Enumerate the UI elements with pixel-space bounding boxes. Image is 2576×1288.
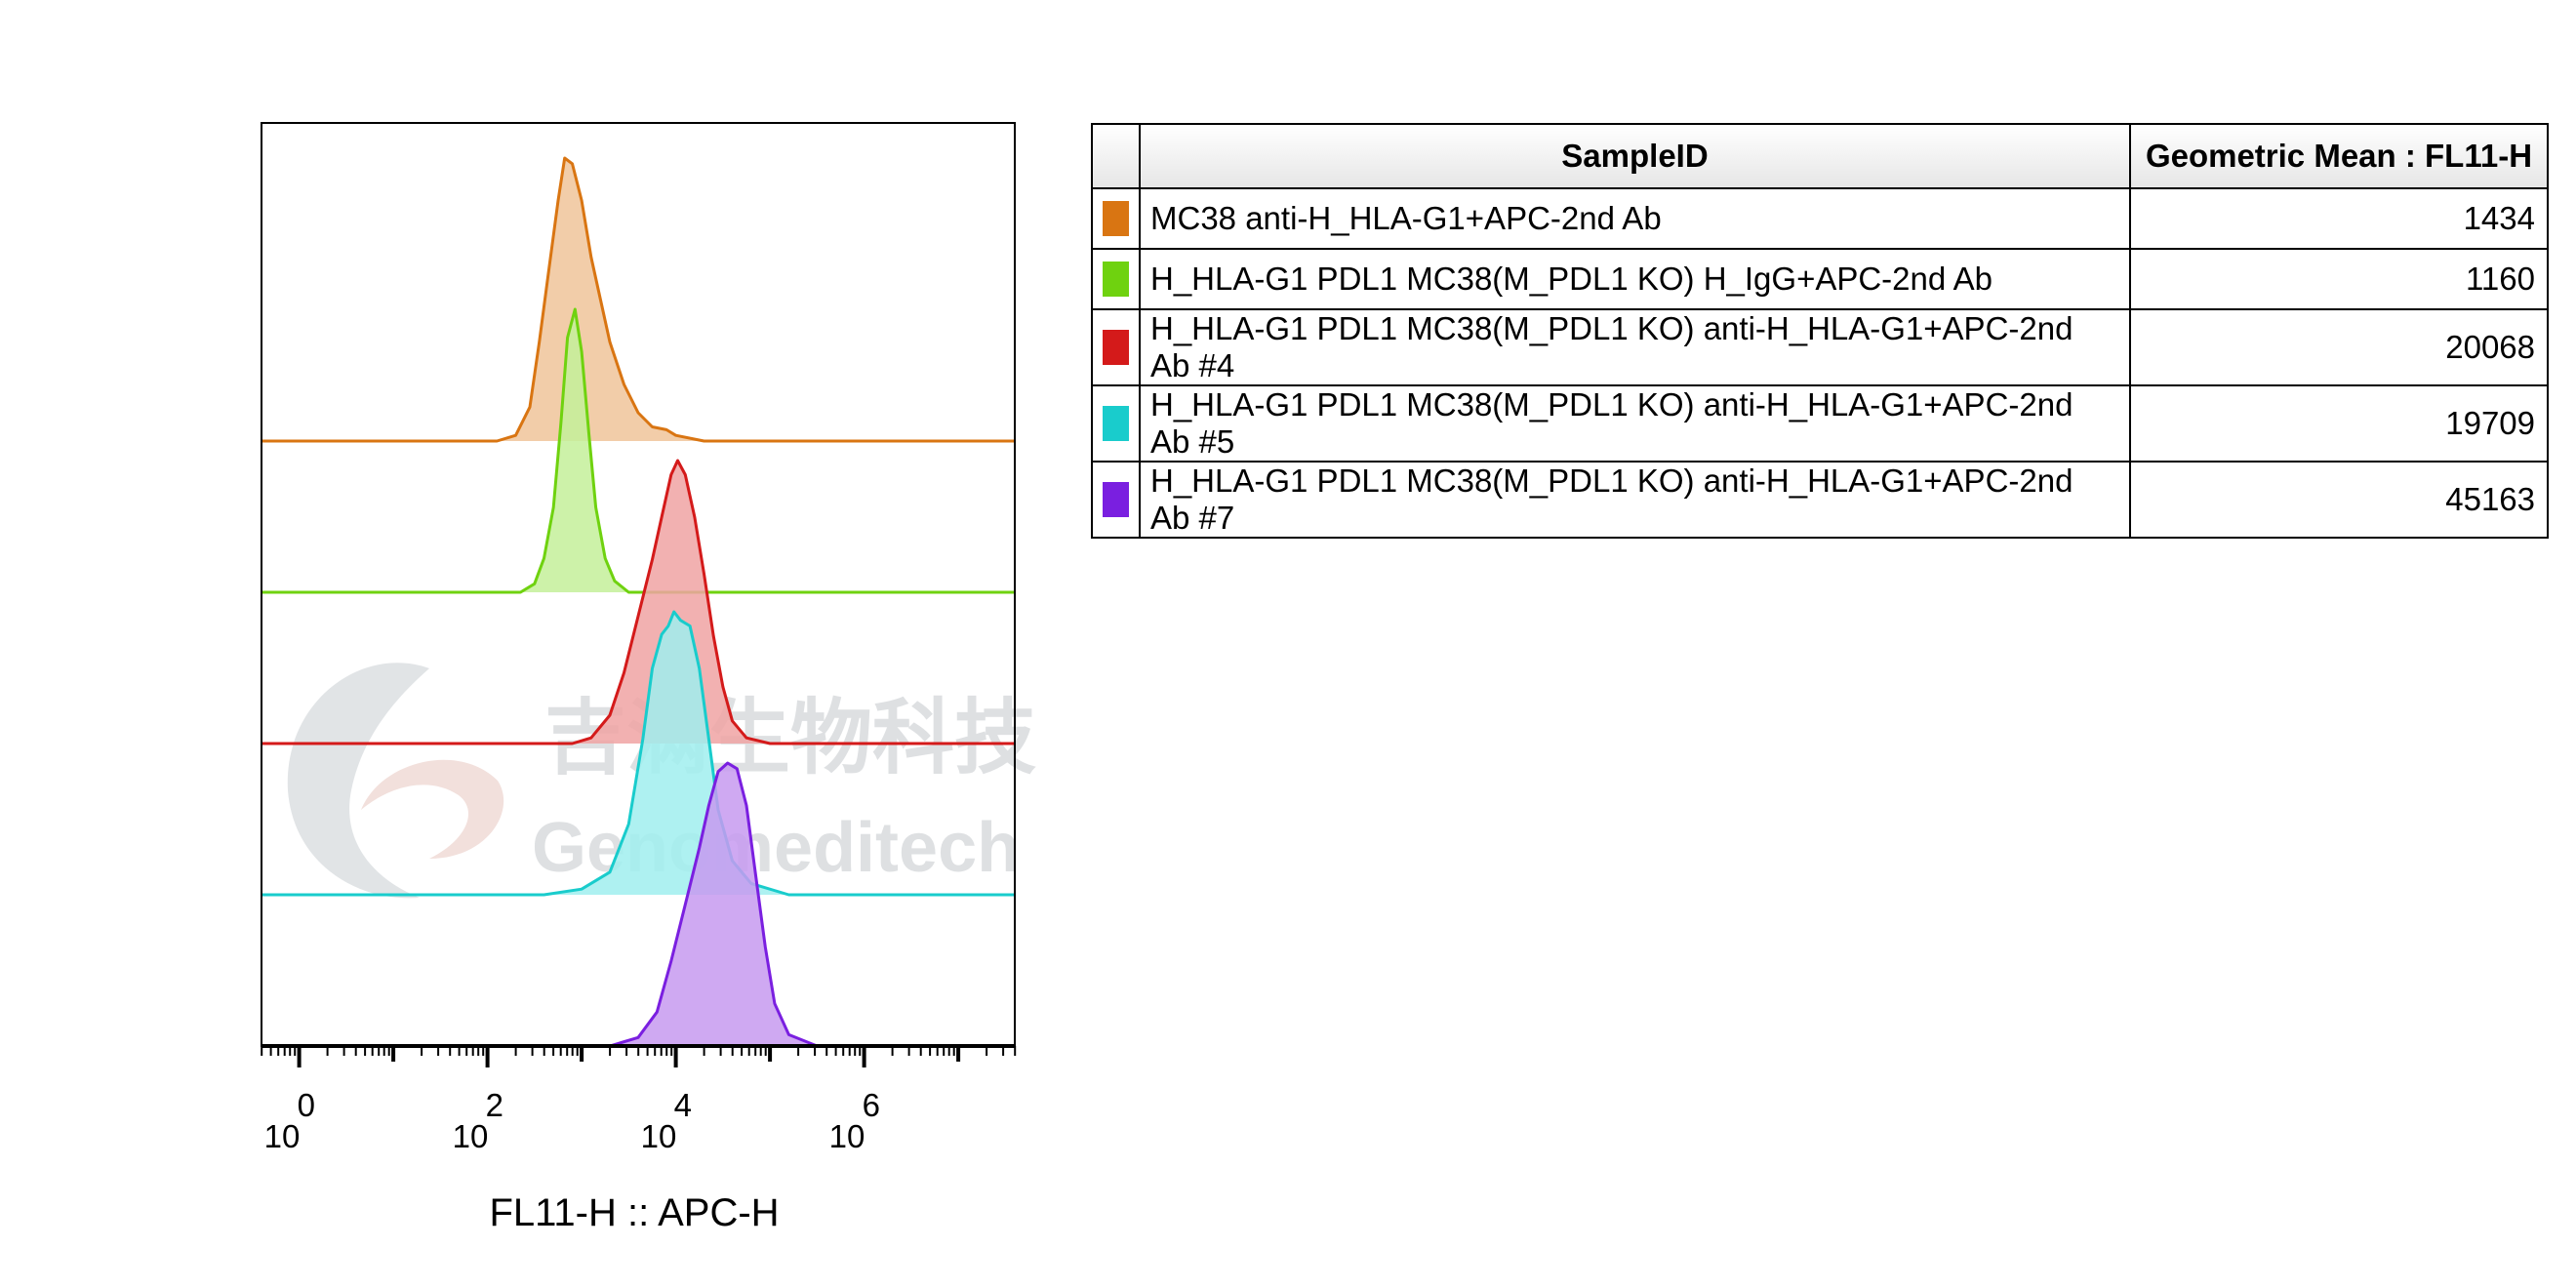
- legend-table: SampleID Geometric Mean : FL11-H MC38 an…: [1091, 123, 2549, 539]
- histogram-series-2: [262, 307, 1015, 594]
- legend-swatch: [1103, 330, 1129, 365]
- legend-row: H_HLA-G1 PDL1 MC38(M_PDL1 KO) anti-H_HLA…: [1091, 461, 2549, 539]
- header-sample-id: SampleID: [1139, 123, 2131, 189]
- header-geometric-mean: Geometric Mean : FL11-H: [2129, 123, 2549, 189]
- legend-swatch-cell: [1091, 187, 1141, 250]
- legend-sample-id: MC38 anti-H_HLA-G1+APC-2nd Ab: [1139, 187, 2131, 250]
- x-tick-label-base-4: 10: [829, 1118, 865, 1154]
- x-axis-label: FL11-H :: APC-H: [489, 1191, 779, 1234]
- histogram-series-3: [262, 459, 1015, 745]
- histogram-fill-2: [520, 309, 629, 592]
- histogram-series-1: [262, 156, 1015, 443]
- legend-swatch: [1103, 406, 1129, 441]
- legend-sample-id: H_HLA-G1 PDL1 MC38(M_PDL1 KO) anti-H_HLA…: [1139, 384, 2131, 463]
- histogram-series-5: [262, 761, 1015, 1048]
- histogram-curves: [262, 156, 1015, 1048]
- x-tick-label-base-2: 10: [453, 1118, 489, 1154]
- legend-swatch-cell: [1091, 461, 1141, 539]
- legend-row: H_HLA-G1 PDL1 MC38(M_PDL1 KO) anti-H_HLA…: [1091, 308, 2549, 386]
- legend-swatch-cell: [1091, 384, 1141, 463]
- legend-geometric-mean: 20068: [2129, 308, 2549, 386]
- x-axis-ticks: [261, 1046, 1017, 1067]
- legend-sample-id: H_HLA-G1 PDL1 MC38(M_PDL1 KO) anti-H_HLA…: [1139, 308, 2131, 386]
- x-tick-label-exp-4: 6: [863, 1087, 880, 1123]
- watermark-logo-icon: [287, 663, 429, 899]
- legend-row: H_HLA-G1 PDL1 MC38(M_PDL1 KO) anti-H_HLA…: [1091, 384, 2549, 463]
- legend-swatch-cell: [1091, 308, 1141, 386]
- x-tick-label-base-1: 10: [264, 1118, 301, 1154]
- legend-geometric-mean: 1434: [2129, 187, 2549, 250]
- legend-row: MC38 anti-H_HLA-G1+APC-2nd Ab 1434: [1091, 187, 2549, 250]
- legend-table-header: SampleID Geometric Mean : FL11-H: [1091, 123, 2549, 189]
- legend-swatch-cell: [1091, 248, 1141, 310]
- legend-sample-id: H_HLA-G1 PDL1 MC38(M_PDL1 KO) H_IgG+APC-…: [1139, 248, 2131, 310]
- legend-geometric-mean: 1160: [2129, 248, 2549, 310]
- histogram-fill-3: [572, 461, 771, 744]
- header-swatch-cell: [1091, 123, 1141, 189]
- x-tick-label-base-3: 10: [641, 1118, 677, 1154]
- legend-swatch: [1103, 482, 1129, 517]
- plot-frame: [261, 122, 1016, 1047]
- legend-geometric-mean: 45163: [2129, 461, 2549, 539]
- watermark-logo-swoosh-icon: [361, 759, 504, 859]
- legend-sample-id: H_HLA-G1 PDL1 MC38(M_PDL1 KO) anti-H_HLA…: [1139, 461, 2131, 539]
- legend-geometric-mean: 19709: [2129, 384, 2549, 463]
- legend-swatch: [1103, 201, 1129, 236]
- histogram-fill-5: [610, 763, 818, 1046]
- x-tick-label-exp-2: 2: [486, 1087, 503, 1123]
- legend-swatch: [1103, 262, 1129, 297]
- x-tick-label-exp-1: 0: [298, 1087, 315, 1123]
- histogram-fill-4: [543, 612, 789, 895]
- x-tick-label-exp-3: 4: [674, 1087, 692, 1123]
- legend-row: H_HLA-G1 PDL1 MC38(M_PDL1 KO) H_IgG+APC-…: [1091, 248, 2549, 310]
